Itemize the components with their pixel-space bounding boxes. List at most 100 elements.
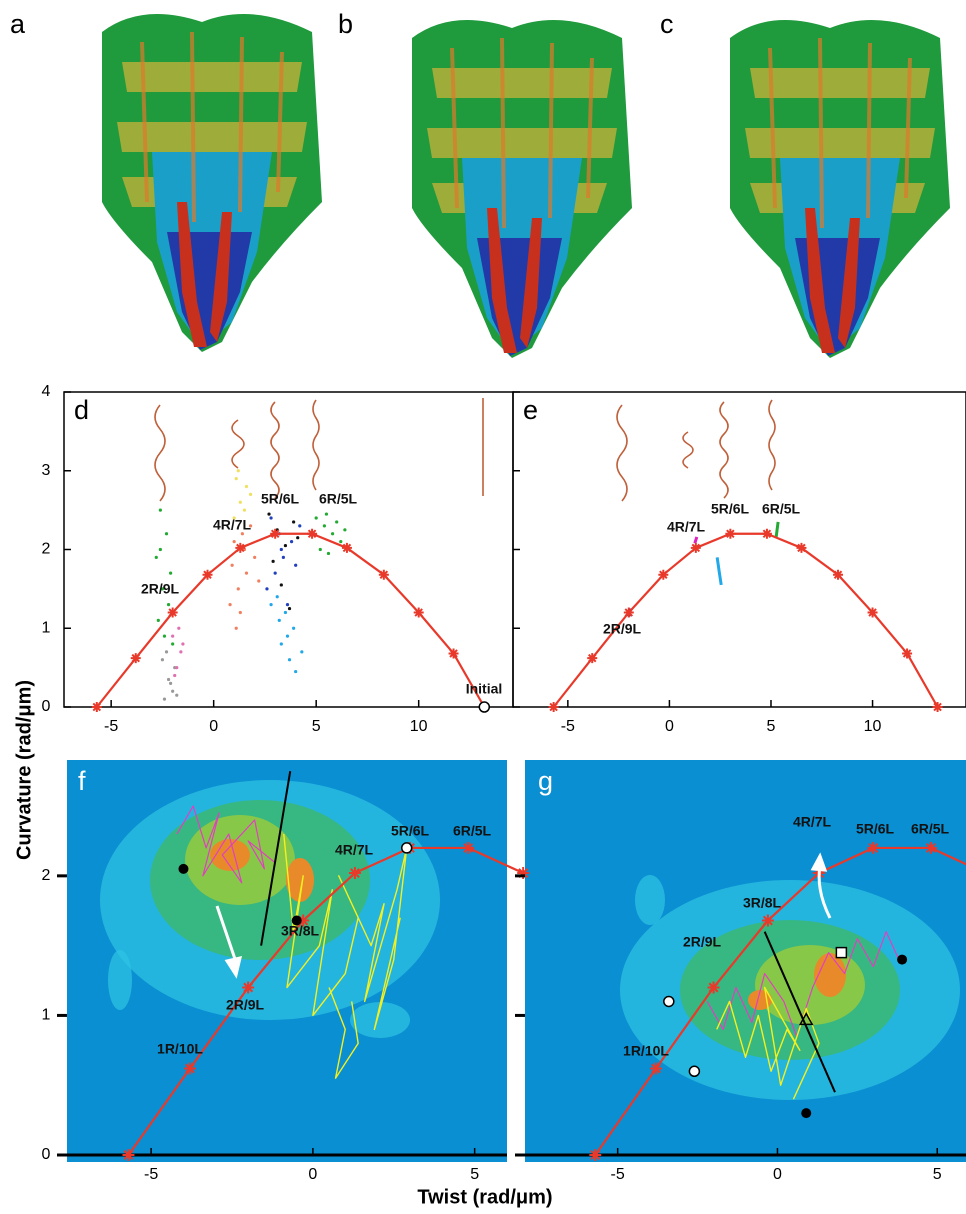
x-tick-label: 5 — [767, 718, 776, 735]
series-line — [283, 833, 408, 1031]
point — [269, 603, 273, 607]
point — [166, 603, 171, 607]
star-marker — [348, 867, 361, 880]
star-marker — [796, 542, 807, 553]
open-circle — [688, 1065, 701, 1078]
point — [289, 540, 294, 544]
y-tick-label: 0 — [42, 698, 51, 715]
annotation: 6R/5L — [762, 501, 801, 517]
point — [273, 571, 277, 575]
point — [154, 555, 158, 559]
point — [300, 650, 304, 654]
plot-frame — [512, 391, 966, 708]
y-axis-title: Curvature (rad/μm) — [13, 680, 35, 860]
point — [277, 618, 281, 622]
point — [265, 587, 269, 591]
star-marker — [623, 607, 634, 618]
annotation: 4R/7L — [335, 842, 374, 858]
panel-label: f — [78, 766, 86, 796]
annotation: 1R/10L — [157, 1041, 203, 1057]
chart-panel: -5 0 5 10 0 1 2 3 4 d 2R/9L 4R/7L 5R/6L 6R/5L Initial — [42, 383, 514, 735]
series-line — [763, 931, 836, 1093]
point — [232, 540, 236, 544]
point — [244, 571, 249, 575]
point — [169, 681, 173, 685]
point — [166, 677, 171, 682]
series-line — [260, 771, 292, 946]
point — [298, 524, 302, 528]
point — [324, 512, 329, 516]
x-tick-label: 0 — [665, 718, 674, 735]
point — [318, 547, 322, 552]
point — [179, 650, 183, 654]
star-marker — [448, 648, 459, 659]
star-marker — [707, 981, 720, 994]
point — [269, 516, 273, 520]
star-marker — [690, 542, 701, 553]
point — [291, 915, 302, 926]
star-marker — [91, 702, 102, 712]
x-tick-label: 5 — [312, 718, 321, 735]
point — [283, 543, 288, 548]
open-circle — [478, 701, 491, 713]
annotation: 2R/9L — [603, 621, 642, 637]
point — [175, 693, 179, 697]
series-line — [328, 987, 359, 1079]
point — [169, 571, 173, 575]
series-line — [715, 557, 723, 586]
point — [294, 563, 298, 567]
annotation: 4R/7L — [213, 517, 252, 533]
star-marker — [183, 1062, 196, 1075]
annotation: 5R/6L — [711, 501, 750, 517]
point — [296, 536, 300, 540]
y-tick-label: 1 — [42, 619, 51, 636]
point — [181, 642, 185, 646]
chart-panel: -5 0 5 10 e 2R/9L 4R/7L 5R/6L 6R/5L — [512, 391, 966, 735]
annotation: 3R/8L — [743, 895, 782, 911]
point — [178, 863, 189, 874]
x-tick-label: -5 — [611, 1166, 625, 1183]
chart-panel: -5 0 5 0 1 2 f 1R/10L 2R/9L 3R/8L 4R/7L 5R/6L 6R/5L — [42, 766, 530, 1183]
open-triangle — [798, 1012, 814, 1026]
y-tick-label: 4 — [42, 383, 51, 400]
star-marker — [297, 914, 310, 927]
annotation: 5R/6L — [261, 491, 300, 507]
point — [253, 555, 257, 559]
point — [248, 524, 253, 528]
panel-label: a — [10, 9, 26, 39]
point — [275, 595, 279, 599]
point — [158, 508, 162, 512]
series-line — [95, 532, 486, 708]
point — [287, 606, 292, 611]
point — [271, 559, 275, 563]
point — [897, 954, 908, 965]
star-marker — [548, 702, 559, 712]
star-marker — [589, 1149, 602, 1161]
panel-label: b — [338, 9, 353, 39]
x-tick-label: -5 — [561, 718, 575, 735]
star-marker — [202, 569, 213, 580]
series-line — [552, 532, 939, 708]
x-tick-label: -5 — [104, 718, 118, 735]
filament-render-b — [410, 18, 634, 360]
star-marker — [658, 569, 669, 580]
filament-render-a — [100, 12, 324, 354]
star-marker — [587, 653, 598, 664]
panel-label: g — [538, 766, 553, 796]
star-marker — [650, 1062, 663, 1075]
star-marker — [130, 653, 141, 664]
x-tick-label: 0 — [773, 1166, 782, 1183]
annotation: 6R/5L — [911, 821, 950, 837]
point — [285, 634, 290, 638]
annotation: 6R/5L — [319, 491, 358, 507]
point — [238, 500, 242, 504]
point — [335, 520, 339, 524]
panel-label: c — [660, 9, 674, 39]
point — [339, 540, 343, 544]
annotation: 4R/7L — [667, 519, 706, 535]
star-marker — [167, 607, 178, 618]
star-marker — [517, 867, 530, 880]
